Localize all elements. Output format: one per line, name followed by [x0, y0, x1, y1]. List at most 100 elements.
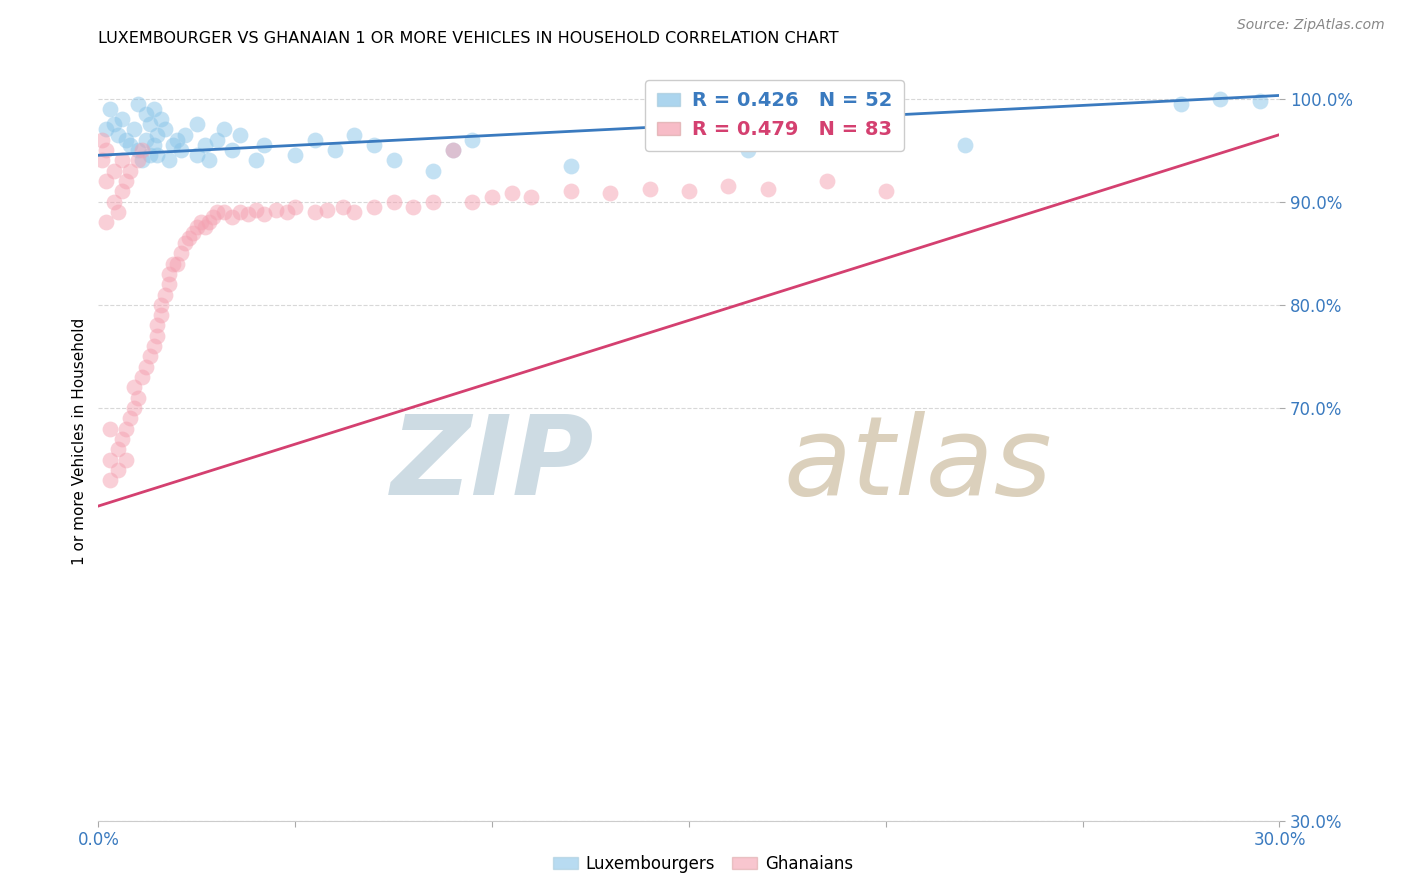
Point [214, 122, 236, 136]
Point [157, 267, 180, 281]
Point [135, 359, 157, 374]
Point [155, 122, 177, 136]
Point [737, 143, 759, 157]
Point [1170, 96, 1192, 111]
Point [560, 159, 582, 173]
Point [96, 174, 118, 188]
Point [422, 194, 444, 209]
Point [638, 182, 661, 196]
Point [304, 205, 326, 219]
Point [815, 174, 838, 188]
Point [186, 148, 208, 162]
Point [875, 185, 897, 199]
Point [245, 153, 267, 168]
Point [190, 215, 212, 229]
Point [264, 202, 287, 217]
Point [363, 200, 385, 214]
Point [122, 401, 145, 415]
Point [441, 143, 464, 157]
Text: atlas: atlas [783, 411, 1052, 517]
Point [245, 202, 267, 217]
Point [118, 163, 141, 178]
Point [875, 133, 897, 147]
Point [186, 117, 208, 131]
Point [155, 287, 177, 301]
Point [103, 163, 125, 178]
Point [107, 463, 129, 477]
Point [150, 298, 173, 312]
Text: Source: ZipAtlas.com: Source: ZipAtlas.com [1237, 18, 1385, 32]
Point [103, 117, 125, 131]
Point [441, 143, 464, 157]
Point [135, 107, 157, 121]
Point [103, 194, 125, 209]
Point [122, 380, 145, 394]
Point [146, 148, 169, 162]
Point [98, 473, 121, 487]
Point [142, 138, 165, 153]
Point [382, 194, 405, 209]
Point [118, 411, 141, 425]
Point [127, 96, 149, 111]
Point [599, 186, 621, 201]
Point [96, 215, 118, 229]
Point [953, 138, 976, 153]
Point [201, 210, 224, 224]
Point [253, 207, 276, 221]
Point [214, 205, 236, 219]
Point [142, 102, 165, 116]
Text: LUXEMBOURGER VS GHANAIAN 1 OR MORE VEHICLES IN HOUSEHOLD CORRELATION CHART: LUXEMBOURGER VS GHANAIAN 1 OR MORE VEHIC… [98, 31, 839, 46]
Point [131, 143, 153, 157]
Point [166, 133, 188, 147]
Legend: R = 0.426   N = 52, R = 0.479   N = 83: R = 0.426 N = 52, R = 0.479 N = 83 [645, 79, 904, 151]
Point [127, 391, 149, 405]
Point [229, 128, 252, 142]
Point [115, 452, 138, 467]
Point [332, 200, 354, 214]
Point [122, 122, 145, 136]
Point [107, 128, 129, 142]
Point [194, 138, 217, 153]
Point [98, 102, 121, 116]
Point [461, 194, 484, 209]
Legend: Luxembourgers, Ghanaians: Luxembourgers, Ghanaians [546, 848, 860, 880]
Point [111, 112, 134, 127]
Text: ZIP: ZIP [391, 411, 595, 517]
Point [1209, 91, 1232, 105]
Point [481, 189, 503, 203]
Point [315, 202, 337, 217]
Point [323, 143, 346, 157]
Point [91, 133, 114, 147]
Point [157, 277, 180, 292]
Point [96, 143, 118, 157]
Point [343, 128, 366, 142]
Point [150, 112, 173, 127]
Point [118, 138, 141, 153]
Point [186, 220, 208, 235]
Point [142, 339, 165, 353]
Point [146, 318, 169, 333]
Point [560, 185, 582, 199]
Point [181, 226, 204, 240]
Point [146, 128, 169, 142]
Point [205, 205, 228, 219]
Point [146, 328, 169, 343]
Point [96, 122, 118, 136]
Point [111, 153, 134, 168]
Point [422, 163, 444, 178]
Point [501, 186, 523, 201]
Point [177, 231, 200, 245]
Point [107, 205, 129, 219]
Point [135, 133, 157, 147]
Point [221, 143, 243, 157]
Point [461, 133, 484, 147]
Point [304, 133, 326, 147]
Point [402, 200, 425, 214]
Point [170, 246, 193, 260]
Point [98, 422, 121, 436]
Point [520, 189, 543, 203]
Point [205, 133, 228, 147]
Point [115, 133, 138, 147]
Point [138, 117, 160, 131]
Point [678, 185, 700, 199]
